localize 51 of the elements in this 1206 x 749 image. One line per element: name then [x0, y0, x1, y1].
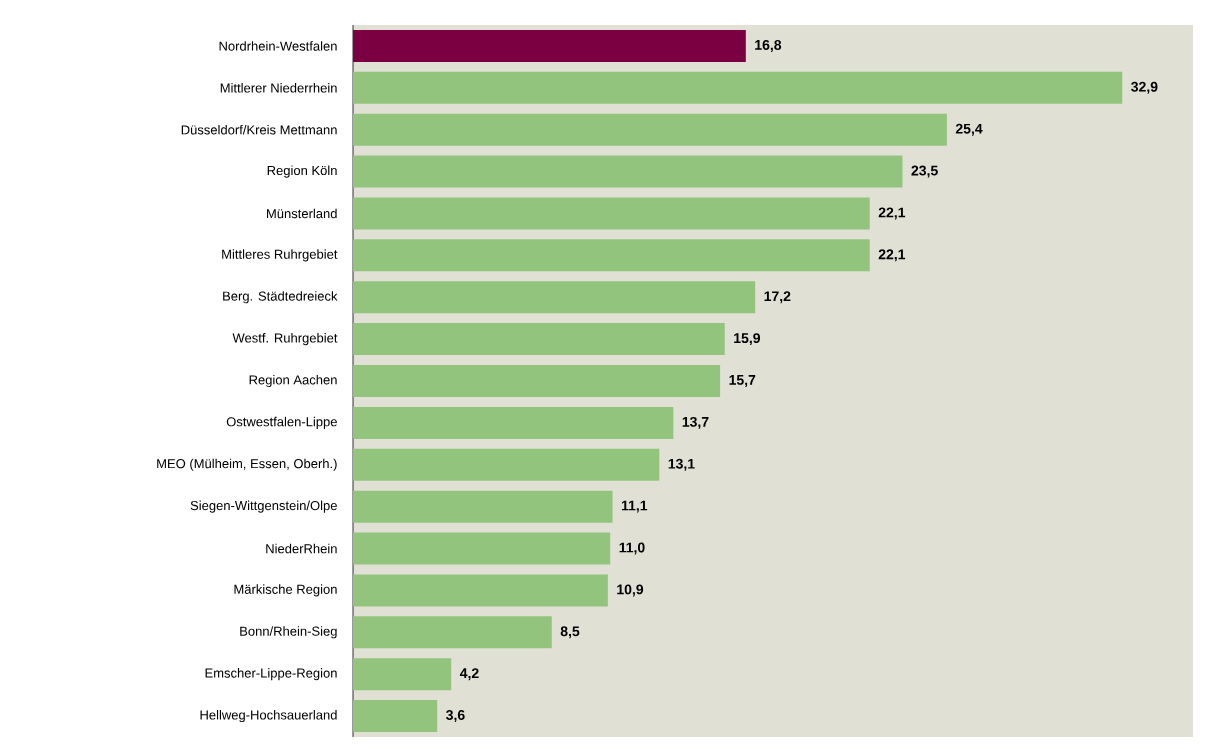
- data-label: 11,1: [621, 500, 648, 513]
- bar: [353, 700, 438, 733]
- y-tick-label: Berg. Städtedreieck: [223, 291, 338, 304]
- data-label: 32,9: [1131, 81, 1158, 94]
- y-tick-label: Emscher-Lippe-Region: [205, 668, 337, 681]
- data-label: 8,5: [560, 626, 580, 639]
- bar: [353, 113, 947, 146]
- bar: [353, 490, 613, 523]
- y-tick-label: Westf. Ruhrgebiet: [232, 333, 338, 346]
- data-label: 15,7: [729, 375, 756, 387]
- data-label: 17,2: [764, 291, 791, 304]
- bar: [353, 406, 674, 439]
- y-tick-label: Bonn/Rhein-Sieg: [240, 626, 337, 639]
- bar: [353, 616, 552, 649]
- data-label: 10,9: [617, 584, 644, 597]
- bar: [353, 29, 746, 62]
- bar: [353, 197, 870, 230]
- bar: [353, 448, 660, 481]
- y-tick-label: Hellweg-Hochsauerland: [200, 709, 337, 723]
- data-label: 3,6: [446, 710, 465, 723]
- bar: [353, 532, 611, 565]
- y-tick-label: Region Aachen: [249, 374, 337, 388]
- y-tick-label: NiederRhein: [266, 543, 337, 554]
- y-tick-label: Siegen-Wittgenstein/Olpe: [190, 500, 337, 513]
- y-tick-label: Mittleres Ruhrgebiet: [222, 249, 338, 262]
- bar: [353, 71, 1123, 104]
- data-label: 16,8: [755, 39, 782, 52]
- y-tick-label: Region Köln: [267, 165, 337, 178]
- y-tick-label: Düsseldorf/Kreis Mettmann: [181, 124, 337, 135]
- bar: [353, 658, 452, 691]
- data-label: 13,1: [668, 458, 695, 471]
- bar: [353, 364, 721, 397]
- data-label: 25,4: [955, 123, 983, 136]
- bar: [353, 574, 608, 607]
- data-label: 11,0: [619, 542, 645, 555]
- y-tick-label: MEO (Mülheim, Essen, Oberh.): [157, 458, 337, 471]
- y-tick-label: Ostwestfalen-Lippe: [226, 416, 337, 429]
- bar: [353, 323, 725, 356]
- bar: [353, 239, 870, 272]
- y-tick-label: Mittlerer Niederrhein: [220, 83, 337, 93]
- data-label: 4,2: [459, 668, 479, 681]
- data-label: 23,5: [911, 165, 938, 178]
- bar: [353, 155, 903, 188]
- bar: [353, 281, 756, 314]
- data-label: 13,7: [682, 416, 709, 429]
- y-tick-label: Nordrhein-Westfalen: [219, 41, 337, 51]
- y-tick-label: Münsterland: [267, 208, 337, 219]
- data-label: 22,1: [878, 207, 906, 220]
- data-label: 22,1: [878, 249, 906, 262]
- data-label: 15,9: [734, 333, 761, 346]
- y-tick-label: Märkische Region: [234, 584, 337, 597]
